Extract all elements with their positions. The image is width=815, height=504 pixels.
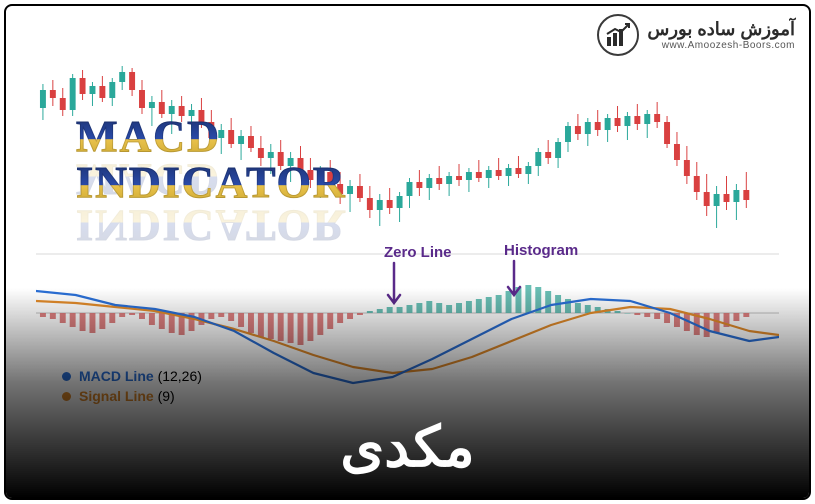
macd-legend: MACD Line (12,26) Signal Line (9): [62, 368, 202, 408]
legend-dot-macd: [62, 372, 71, 381]
outer-frame: آموزش ساده بورس www.Amoozesh-Boors.com M…: [4, 4, 811, 500]
hero-title: MACD MACD INDICATOR INDICATOR: [76, 116, 347, 204]
histogram-annotation: Histogram: [504, 242, 578, 301]
brand-mark-icon: [597, 14, 639, 56]
histogram-label: Histogram: [504, 242, 578, 259]
title-line1: MACD: [76, 112, 221, 161]
brand-logo: آموزش ساده بورس www.Amoozesh-Boors.com: [597, 14, 795, 56]
brand-name-fa: آموزش ساده بورس: [647, 19, 795, 40]
zero-line-label: Zero Line: [384, 244, 452, 261]
zero-line-annotation: Zero Line: [384, 244, 452, 309]
legend-row-signal: Signal Line (9): [62, 388, 202, 404]
footer-title: مکدی: [6, 414, 809, 480]
title-line2: INDICATOR: [76, 158, 347, 207]
brand-url: www.Amoozesh-Boors.com: [647, 40, 795, 51]
legend-row-macd: MACD Line (12,26): [62, 368, 202, 384]
legend-dot-signal: [62, 392, 71, 401]
